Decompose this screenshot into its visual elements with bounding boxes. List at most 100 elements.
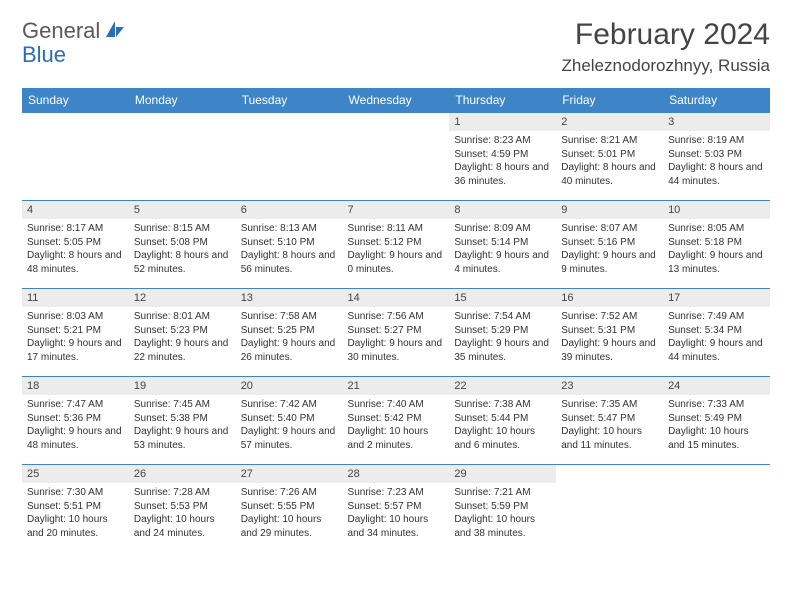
calendar-day-cell: 6Sunrise: 8:13 AMSunset: 5:10 PMDaylight… bbox=[236, 201, 343, 289]
calendar-row: 18Sunrise: 7:47 AMSunset: 5:36 PMDayligh… bbox=[22, 377, 770, 465]
header: General February 2024 Zheleznodorozhnyy,… bbox=[22, 18, 770, 76]
day-number: 22 bbox=[449, 377, 556, 395]
day-number: 29 bbox=[449, 465, 556, 483]
day-number: 23 bbox=[556, 377, 663, 395]
day-details: Sunrise: 8:19 AMSunset: 5:03 PMDaylight:… bbox=[663, 131, 770, 190]
calendar-body: 1Sunrise: 8:23 AMSunset: 4:59 PMDaylight… bbox=[22, 113, 770, 553]
day-number: 8 bbox=[449, 201, 556, 219]
day-details: Sunrise: 7:38 AMSunset: 5:44 PMDaylight:… bbox=[449, 395, 556, 454]
day-number: 27 bbox=[236, 465, 343, 483]
calendar-day-cell: 20Sunrise: 7:42 AMSunset: 5:40 PMDayligh… bbox=[236, 377, 343, 465]
calendar-day-cell: 7Sunrise: 8:11 AMSunset: 5:12 PMDaylight… bbox=[343, 201, 450, 289]
day-number: 20 bbox=[236, 377, 343, 395]
calendar-day-cell: 9Sunrise: 8:07 AMSunset: 5:16 PMDaylight… bbox=[556, 201, 663, 289]
calendar-row: 25Sunrise: 7:30 AMSunset: 5:51 PMDayligh… bbox=[22, 465, 770, 553]
weekday-header: Sunday bbox=[22, 88, 129, 113]
calendar-row: 11Sunrise: 8:03 AMSunset: 5:21 PMDayligh… bbox=[22, 289, 770, 377]
day-number: 21 bbox=[343, 377, 450, 395]
day-details: Sunrise: 7:47 AMSunset: 5:36 PMDaylight:… bbox=[22, 395, 129, 454]
logo-text-general: General bbox=[22, 18, 100, 44]
day-number: 9 bbox=[556, 201, 663, 219]
day-number: 17 bbox=[663, 289, 770, 307]
day-details: Sunrise: 8:15 AMSunset: 5:08 PMDaylight:… bbox=[129, 219, 236, 278]
day-details: Sunrise: 7:33 AMSunset: 5:49 PMDaylight:… bbox=[663, 395, 770, 454]
day-number: 2 bbox=[556, 113, 663, 131]
weekday-header: Tuesday bbox=[236, 88, 343, 113]
day-details: Sunrise: 8:09 AMSunset: 5:14 PMDaylight:… bbox=[449, 219, 556, 278]
calendar-day-cell: 14Sunrise: 7:56 AMSunset: 5:27 PMDayligh… bbox=[343, 289, 450, 377]
day-number: 28 bbox=[343, 465, 450, 483]
calendar-header-row: SundayMondayTuesdayWednesdayThursdayFrid… bbox=[22, 88, 770, 113]
calendar-day-cell: 13Sunrise: 7:58 AMSunset: 5:25 PMDayligh… bbox=[236, 289, 343, 377]
calendar-day-cell: 12Sunrise: 8:01 AMSunset: 5:23 PMDayligh… bbox=[129, 289, 236, 377]
sail-icon bbox=[104, 19, 126, 44]
calendar-day-cell: 18Sunrise: 7:47 AMSunset: 5:36 PMDayligh… bbox=[22, 377, 129, 465]
calendar-day-cell: 16Sunrise: 7:52 AMSunset: 5:31 PMDayligh… bbox=[556, 289, 663, 377]
day-details: Sunrise: 7:54 AMSunset: 5:29 PMDaylight:… bbox=[449, 307, 556, 366]
day-number: 14 bbox=[343, 289, 450, 307]
day-details: Sunrise: 8:07 AMSunset: 5:16 PMDaylight:… bbox=[556, 219, 663, 278]
calendar-day-cell: 1Sunrise: 8:23 AMSunset: 4:59 PMDaylight… bbox=[449, 113, 556, 201]
day-details: Sunrise: 7:26 AMSunset: 5:55 PMDaylight:… bbox=[236, 483, 343, 542]
logo-text-blue: Blue bbox=[22, 42, 66, 67]
calendar-day-cell: 19Sunrise: 7:45 AMSunset: 5:38 PMDayligh… bbox=[129, 377, 236, 465]
calendar-day-cell: 10Sunrise: 8:05 AMSunset: 5:18 PMDayligh… bbox=[663, 201, 770, 289]
day-number: 1 bbox=[449, 113, 556, 131]
calendar-empty-cell bbox=[236, 113, 343, 201]
day-number: 6 bbox=[236, 201, 343, 219]
day-details: Sunrise: 7:42 AMSunset: 5:40 PMDaylight:… bbox=[236, 395, 343, 454]
day-number: 18 bbox=[22, 377, 129, 395]
title-block: February 2024 Zheleznodorozhnyy, Russia bbox=[561, 18, 770, 76]
day-details: Sunrise: 7:52 AMSunset: 5:31 PMDaylight:… bbox=[556, 307, 663, 366]
day-number: 15 bbox=[449, 289, 556, 307]
calendar-day-cell: 11Sunrise: 8:03 AMSunset: 5:21 PMDayligh… bbox=[22, 289, 129, 377]
calendar-day-cell: 15Sunrise: 7:54 AMSunset: 5:29 PMDayligh… bbox=[449, 289, 556, 377]
weekday-header: Monday bbox=[129, 88, 236, 113]
day-details: Sunrise: 8:17 AMSunset: 5:05 PMDaylight:… bbox=[22, 219, 129, 278]
weekday-header: Thursday bbox=[449, 88, 556, 113]
day-number: 12 bbox=[129, 289, 236, 307]
calendar-empty-cell bbox=[343, 113, 450, 201]
day-details: Sunrise: 7:45 AMSunset: 5:38 PMDaylight:… bbox=[129, 395, 236, 454]
weekday-header: Wednesday bbox=[343, 88, 450, 113]
calendar-empty-cell bbox=[129, 113, 236, 201]
day-number: 25 bbox=[22, 465, 129, 483]
day-details: Sunrise: 8:23 AMSunset: 4:59 PMDaylight:… bbox=[449, 131, 556, 190]
day-details: Sunrise: 8:05 AMSunset: 5:18 PMDaylight:… bbox=[663, 219, 770, 278]
calendar-row: 1Sunrise: 8:23 AMSunset: 4:59 PMDaylight… bbox=[22, 113, 770, 201]
day-details: Sunrise: 7:40 AMSunset: 5:42 PMDaylight:… bbox=[343, 395, 450, 454]
day-details: Sunrise: 7:30 AMSunset: 5:51 PMDaylight:… bbox=[22, 483, 129, 542]
calendar-day-cell: 8Sunrise: 8:09 AMSunset: 5:14 PMDaylight… bbox=[449, 201, 556, 289]
calendar-row: 4Sunrise: 8:17 AMSunset: 5:05 PMDaylight… bbox=[22, 201, 770, 289]
day-number: 11 bbox=[22, 289, 129, 307]
day-details: Sunrise: 7:23 AMSunset: 5:57 PMDaylight:… bbox=[343, 483, 450, 542]
calendar-day-cell: 27Sunrise: 7:26 AMSunset: 5:55 PMDayligh… bbox=[236, 465, 343, 553]
calendar-day-cell: 3Sunrise: 8:19 AMSunset: 5:03 PMDaylight… bbox=[663, 113, 770, 201]
calendar-day-cell: 22Sunrise: 7:38 AMSunset: 5:44 PMDayligh… bbox=[449, 377, 556, 465]
day-number: 13 bbox=[236, 289, 343, 307]
day-number: 24 bbox=[663, 377, 770, 395]
calendar-empty-cell bbox=[556, 465, 663, 553]
day-details: Sunrise: 7:58 AMSunset: 5:25 PMDaylight:… bbox=[236, 307, 343, 366]
day-number: 19 bbox=[129, 377, 236, 395]
day-details: Sunrise: 7:56 AMSunset: 5:27 PMDaylight:… bbox=[343, 307, 450, 366]
weekday-header: Friday bbox=[556, 88, 663, 113]
day-number: 16 bbox=[556, 289, 663, 307]
calendar-empty-cell bbox=[22, 113, 129, 201]
calendar-day-cell: 2Sunrise: 8:21 AMSunset: 5:01 PMDaylight… bbox=[556, 113, 663, 201]
calendar-day-cell: 5Sunrise: 8:15 AMSunset: 5:08 PMDaylight… bbox=[129, 201, 236, 289]
day-details: Sunrise: 7:49 AMSunset: 5:34 PMDaylight:… bbox=[663, 307, 770, 366]
day-details: Sunrise: 8:21 AMSunset: 5:01 PMDaylight:… bbox=[556, 131, 663, 190]
month-title: February 2024 bbox=[561, 18, 770, 52]
calendar-day-cell: 25Sunrise: 7:30 AMSunset: 5:51 PMDayligh… bbox=[22, 465, 129, 553]
calendar-day-cell: 21Sunrise: 7:40 AMSunset: 5:42 PMDayligh… bbox=[343, 377, 450, 465]
weekday-header: Saturday bbox=[663, 88, 770, 113]
day-details: Sunrise: 7:35 AMSunset: 5:47 PMDaylight:… bbox=[556, 395, 663, 454]
calendar-empty-cell bbox=[663, 465, 770, 553]
day-details: Sunrise: 8:11 AMSunset: 5:12 PMDaylight:… bbox=[343, 219, 450, 278]
day-details: Sunrise: 8:01 AMSunset: 5:23 PMDaylight:… bbox=[129, 307, 236, 366]
day-number: 26 bbox=[129, 465, 236, 483]
calendar-day-cell: 29Sunrise: 7:21 AMSunset: 5:59 PMDayligh… bbox=[449, 465, 556, 553]
day-details: Sunrise: 8:13 AMSunset: 5:10 PMDaylight:… bbox=[236, 219, 343, 278]
day-details: Sunrise: 7:28 AMSunset: 5:53 PMDaylight:… bbox=[129, 483, 236, 542]
